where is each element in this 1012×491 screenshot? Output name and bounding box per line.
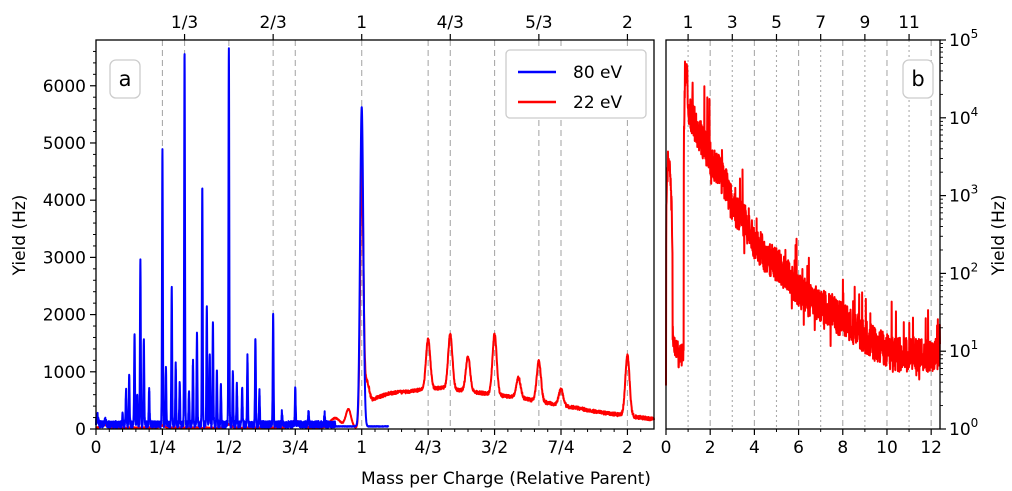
legend-label-80ev: 80 eV (573, 63, 622, 83)
y-tick-label: 6000 (43, 77, 86, 97)
x-tick-label: 0 (91, 438, 102, 458)
y-tick-label: 4000 (43, 191, 86, 211)
y-tick-label: 100 (949, 416, 978, 440)
top-tick-label: 7 (815, 13, 826, 33)
top-tick-label: 1 (683, 13, 694, 33)
x-tick-label: 2 (622, 438, 633, 458)
panel-b-letter: b (911, 67, 924, 91)
top-tick-label: 1/3 (171, 13, 198, 33)
panel-b-top-ticks: 1 3 5 7 9 11 (683, 13, 920, 40)
panel-a-letter: a (119, 67, 132, 91)
panel-b-x-ticks: 0 2 4 6 8 10 12 (661, 429, 942, 458)
panel-a-letter-box (109, 59, 141, 99)
y-tick-label: 1000 (43, 363, 86, 383)
panel-b-series (665, 60, 941, 386)
x-tick-label: 7/4 (547, 438, 574, 458)
x-tick-label: 6 (793, 438, 804, 458)
top-tick-label: 4/3 (437, 13, 464, 33)
panel-a-x-ticks: 0 1/4 1/2 3/4 1 4/3 3/2 7/4 2 (91, 429, 642, 458)
x-tick-label: 1/2 (215, 438, 242, 458)
y-tick-label: 102 (949, 260, 978, 284)
legend: 80 eV 22 eV (505, 49, 647, 119)
panel-a: 0 1/4 1/2 3/4 1 4/3 3/2 7/4 2 1/3 2/3 1 4/3 5/3 2 0 10… (10, 13, 655, 458)
legend-label-22ev: 22 eV (573, 93, 622, 113)
top-tick-label: 2/3 (259, 13, 286, 33)
x-tick-label: 12 (920, 438, 942, 458)
x-axis-label: Mass per Charge (Relative Parent) (361, 469, 651, 489)
x-tick-label: 8 (837, 438, 848, 458)
panel-b-y-axis-label: Yield (Hz) (989, 195, 1009, 277)
x-tick-label: 0 (661, 438, 672, 458)
top-tick-label: 1 (356, 13, 367, 33)
y-tick-label: 2000 (43, 306, 86, 326)
y-tick-label: 0 (75, 420, 86, 440)
series-line-22ev (95, 160, 655, 430)
x-tick-label: 3/2 (481, 438, 508, 458)
x-tick-label: 2 (705, 438, 716, 458)
top-tick-label: 2 (622, 13, 633, 33)
series-line-80ev (95, 47, 390, 429)
panel-a-y-axis-label: Yield (Hz) (10, 195, 30, 277)
panel-b-frame (665, 39, 941, 430)
top-tick-label: 5 (771, 13, 782, 33)
x-tick-label: 1 (356, 438, 367, 458)
y-tick-label: 104 (949, 105, 978, 129)
x-tick-label: 1/4 (149, 438, 176, 458)
x-tick-label: 3/4 (282, 438, 309, 458)
x-tick-label: 10 (876, 438, 898, 458)
panel-a-series (95, 47, 655, 430)
y-tick-label: 105 (949, 27, 978, 51)
y-tick-label: 5000 (43, 134, 86, 154)
y-tick-label: 103 (949, 183, 978, 207)
panel-b-letter-box (902, 59, 934, 99)
y-tick-label: 3000 (43, 248, 86, 268)
top-tick-label: 11 (898, 13, 920, 33)
x-tick-label: 4/3 (414, 438, 441, 458)
top-tick-label: 5/3 (525, 13, 552, 33)
panel-b: 0 2 4 6 8 10 12 1 3 5 7 9 11 100 101 102 103 104 105 b Y… (661, 13, 1009, 458)
series-line-22ev-log (665, 60, 941, 386)
x-tick-label: 4 (749, 438, 760, 458)
panel-a-top-ticks: 1/3 2/3 1 4/3 5/3 2 (171, 13, 633, 40)
panel-b-y-ticks: 100 101 102 103 104 105 (940, 27, 978, 440)
panel-a-y-ticks: 0 1000 2000 3000 4000 5000 6000 (43, 50, 96, 440)
top-tick-label: 9 (859, 13, 870, 33)
top-tick-label: 3 (727, 13, 738, 33)
y-tick-label: 101 (949, 338, 978, 362)
